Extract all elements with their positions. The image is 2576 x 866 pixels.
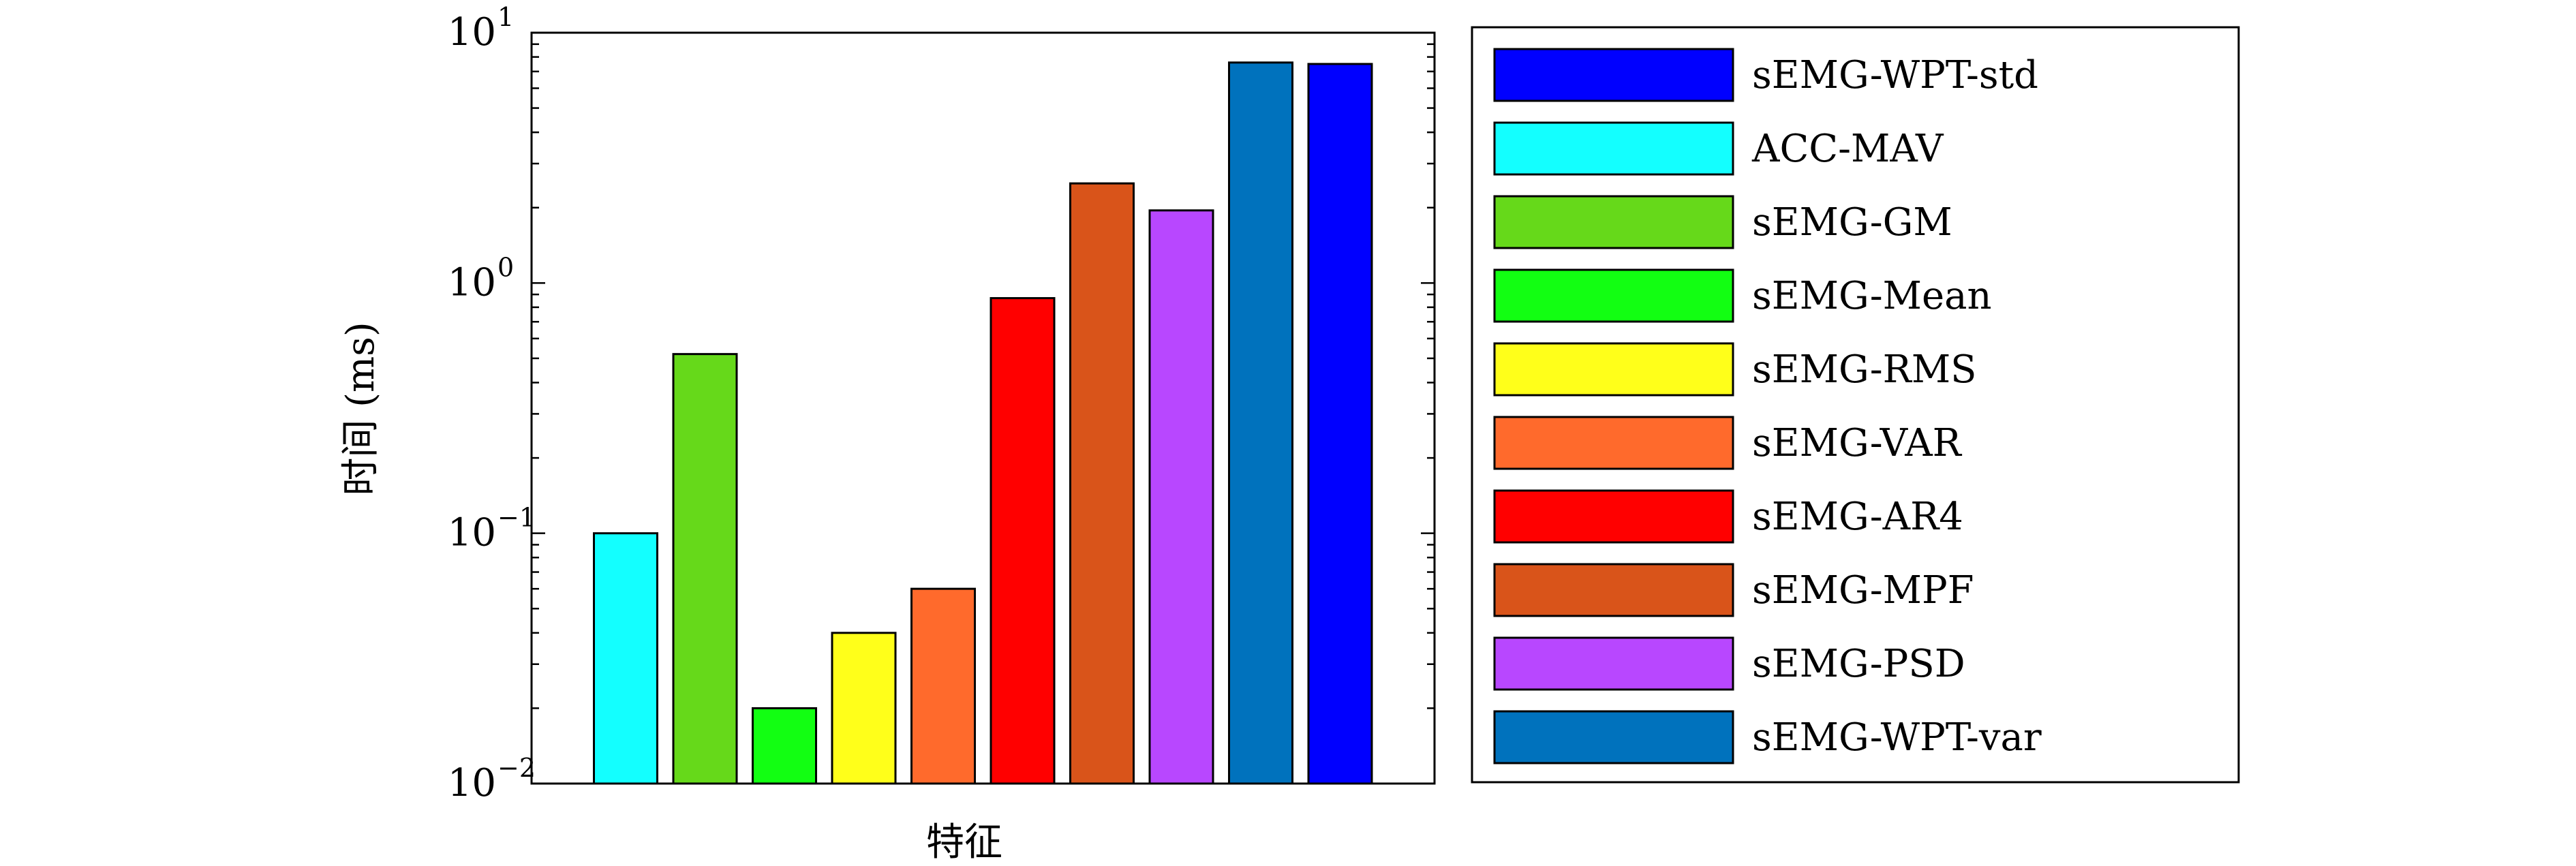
- plot-area-frame: [530, 31, 1436, 785]
- legend-label: sEMG-RMS: [1752, 347, 1977, 392]
- y-tick-label-exponent: −1: [497, 503, 536, 533]
- bar-semg-psd: [1148, 209, 1214, 785]
- legend-label: sEMG-WPT-std: [1752, 53, 2038, 97]
- legend-swatch: [1493, 489, 1734, 544]
- legend-swatch: [1493, 121, 1734, 176]
- y-tick-label: 10: [448, 511, 496, 555]
- legend-swatch: [1493, 563, 1734, 617]
- legend-swatch: [1493, 48, 1734, 102]
- legend-swatch: [1493, 195, 1734, 249]
- legend-swatch: [1493, 636, 1734, 691]
- legend-label: ACC-MAV: [1751, 127, 1944, 171]
- legend-label: sEMG-AR4: [1752, 495, 1963, 539]
- bar-semg-mean: [752, 707, 817, 785]
- y-axis-ticks: [532, 31, 1435, 785]
- y-tick-label-exponent: 1: [497, 2, 514, 32]
- legend-swatch: [1493, 342, 1734, 397]
- y-tick-label: 10: [448, 260, 496, 305]
- legend-label: sEMG-VAR: [1752, 421, 1963, 465]
- legend: sEMG-WPT-std ACC-MAV sEMG-GM sEMG-Mean sEMG-…: [1471, 26, 2240, 784]
- bar-semg-mpf: [1069, 182, 1135, 785]
- legend-label: sEMG-MPF: [1752, 568, 1974, 613]
- y-tick-label-exponent: 0: [497, 252, 514, 282]
- bar-semg-wpt-std: [1307, 63, 1373, 785]
- legend-label: sEMG-PSD: [1752, 642, 1965, 686]
- legend-label: sEMG-GM: [1752, 200, 1952, 245]
- y-tick-label: 10: [448, 761, 496, 805]
- legend-swatch: [1493, 416, 1734, 470]
- legend-swatch: [1493, 268, 1734, 323]
- bar-semg-gm: [672, 353, 738, 785]
- bar-acc-mav: [593, 532, 658, 785]
- y-axis-label: 时间 (ms): [339, 322, 383, 495]
- bars-layer: [593, 61, 1373, 785]
- x-axis-label: 特征: [926, 820, 1002, 865]
- y-tick-label: 10: [448, 10, 496, 55]
- bar-semg-wpt-var: [1228, 61, 1293, 785]
- y-tick-label-exponent: −2: [497, 753, 536, 783]
- bar-semg-var: [910, 587, 976, 785]
- bar-semg-rms: [831, 632, 897, 785]
- legend-label: sEMG-Mean: [1752, 274, 1992, 318]
- legend-swatch: [1493, 710, 1734, 764]
- legend-label: sEMG-WPT-var: [1752, 715, 2042, 760]
- bar-semg-ar4: [990, 297, 1056, 785]
